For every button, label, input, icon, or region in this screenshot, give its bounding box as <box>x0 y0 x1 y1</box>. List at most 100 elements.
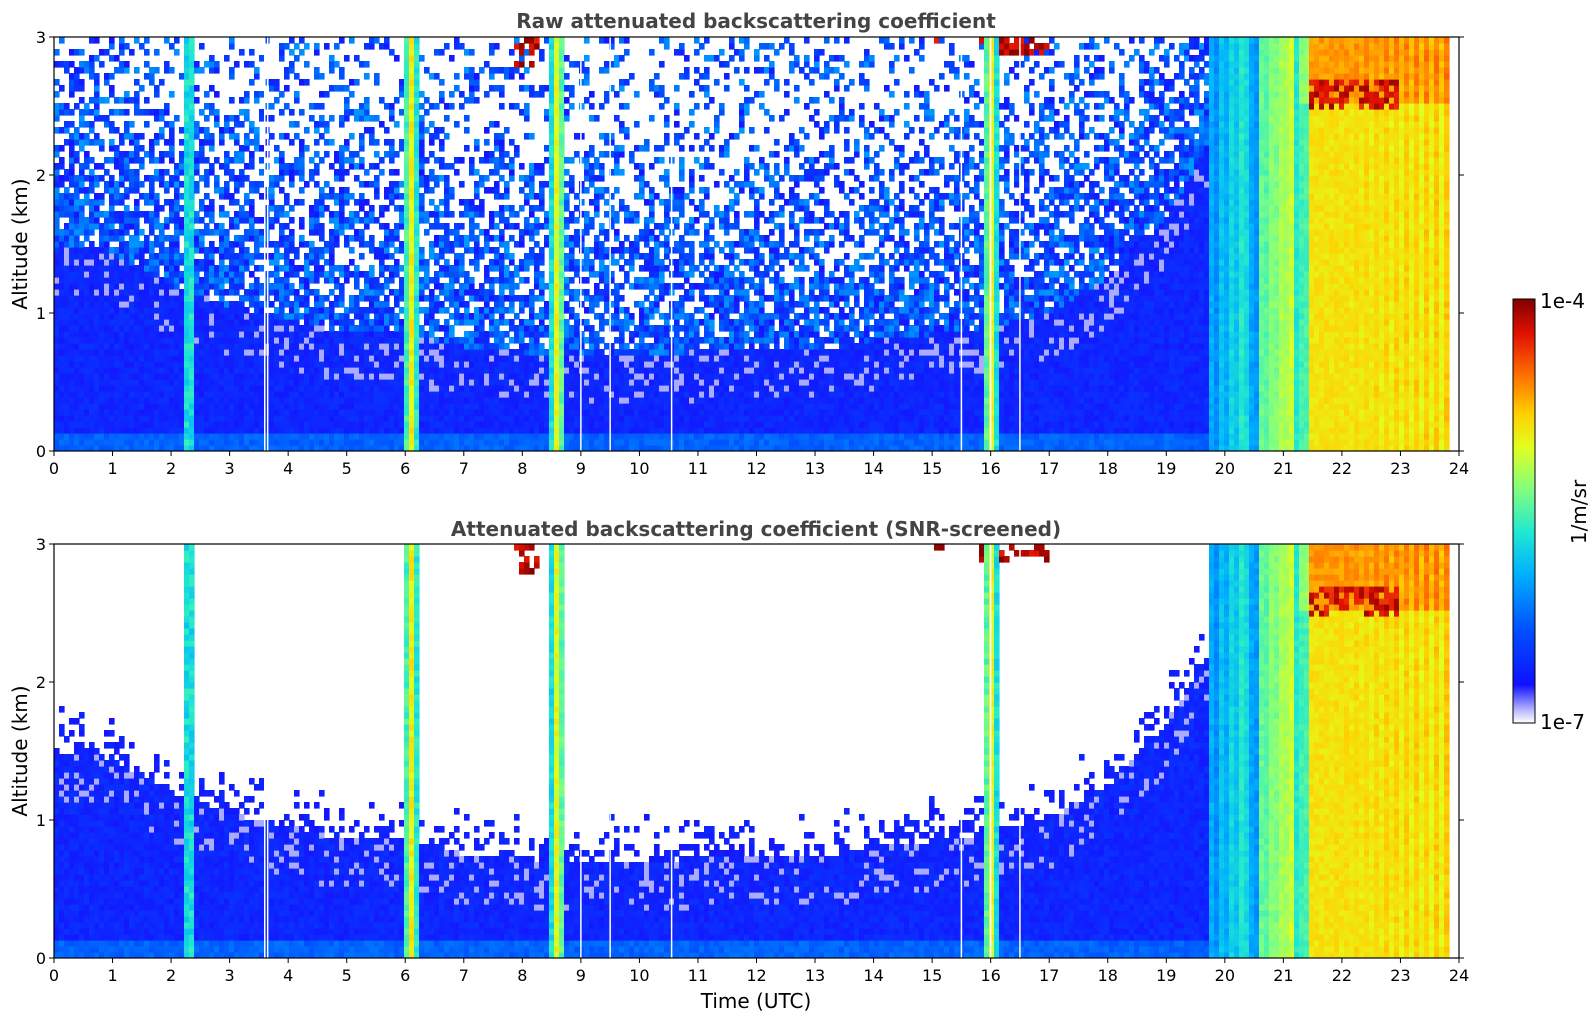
heatmap-cell <box>174 205 180 212</box>
heatmap-cell <box>374 379 380 386</box>
heatmap-cell <box>184 145 190 152</box>
heatmap-cell <box>199 373 205 380</box>
heatmap-cell <box>54 199 60 206</box>
heatmap-cell <box>389 235 395 242</box>
heatmap-cell <box>474 367 480 374</box>
heatmap-cell <box>94 307 100 314</box>
heatmap-cell <box>494 427 500 434</box>
heatmap-cell <box>414 235 420 242</box>
heatmap-cell <box>534 433 540 440</box>
heatmap-cell <box>539 385 545 392</box>
heatmap-cell <box>69 157 75 164</box>
heatmap-area <box>54 37 1450 451</box>
heatmap-cell <box>204 223 210 230</box>
heatmap-cell <box>169 181 175 188</box>
heatmap-cell <box>539 397 545 404</box>
heatmap-cell <box>124 217 130 224</box>
heatmap-cell <box>69 385 75 392</box>
heatmap-cell <box>244 331 250 338</box>
heatmap-cell <box>119 241 125 248</box>
heatmap-cell <box>509 319 515 326</box>
heatmap-cell <box>504 355 510 362</box>
heatmap-cell <box>259 109 265 116</box>
heatmap-cell <box>119 439 125 446</box>
heatmap-cell <box>174 259 180 266</box>
heatmap-cell <box>314 169 320 176</box>
heatmap-cell <box>274 271 280 278</box>
heatmap-cell <box>89 361 95 368</box>
heatmap-cell <box>539 277 545 284</box>
heatmap-cell <box>284 163 290 170</box>
heatmap-cell <box>494 43 500 50</box>
heatmap-cell <box>69 379 75 386</box>
heatmap-cell <box>169 175 175 182</box>
heatmap-cell <box>344 337 350 344</box>
heatmap-cell <box>469 97 475 104</box>
heatmap-cell <box>94 133 100 140</box>
heatmap-cell <box>224 115 230 122</box>
heatmap-cell <box>494 403 500 410</box>
heatmap-cell <box>214 415 220 422</box>
heatmap-cell <box>519 187 525 194</box>
heatmap-cell <box>134 211 140 218</box>
heatmap-cell <box>554 139 560 146</box>
heatmap-cell <box>199 289 205 296</box>
heatmap-cell <box>129 367 135 374</box>
heatmap-cell <box>409 73 415 80</box>
heatmap-cell <box>524 361 530 368</box>
heatmap-cell <box>409 223 415 230</box>
heatmap-cell <box>554 247 560 254</box>
heatmap-cell <box>169 433 175 440</box>
heatmap-cell <box>534 205 540 212</box>
heatmap-cell <box>514 211 520 218</box>
heatmap-cell <box>224 403 230 410</box>
heatmap-cell <box>194 427 200 434</box>
heatmap-cell <box>204 259 210 266</box>
heatmap-cell <box>269 181 275 188</box>
heatmap-cell <box>74 445 80 451</box>
heatmap-cell <box>249 157 255 164</box>
heatmap-cell <box>234 415 240 422</box>
heatmap-cell <box>159 127 165 134</box>
heatmap-cell <box>554 79 560 86</box>
heatmap-cell <box>519 85 525 92</box>
heatmap-cell <box>54 301 60 308</box>
heatmap-cell <box>254 97 260 104</box>
heatmap-cell <box>379 205 385 212</box>
heatmap-cell <box>164 271 170 278</box>
heatmap-cell <box>424 67 430 74</box>
heatmap-cell <box>554 157 560 164</box>
heatmap-cell <box>119 421 125 428</box>
heatmap-cell <box>54 325 60 332</box>
heatmap-cell <box>369 355 375 362</box>
heatmap-cell <box>299 349 305 356</box>
heatmap-cell <box>564 361 570 368</box>
heatmap-cell <box>314 403 320 410</box>
heatmap-cell <box>554 409 560 416</box>
heatmap-cell <box>229 127 235 134</box>
heatmap-cell <box>74 259 80 266</box>
heatmap-cell <box>514 325 520 332</box>
heatmap-cell <box>279 403 285 410</box>
heatmap-cell <box>339 391 345 398</box>
heatmap-cell <box>489 427 495 434</box>
heatmap-cell <box>289 247 295 254</box>
heatmap-cell <box>134 145 140 152</box>
heatmap-cell <box>164 199 170 206</box>
heatmap-cell <box>159 325 165 332</box>
heatmap-cell <box>439 385 445 392</box>
heatmap-cell <box>554 133 560 140</box>
heatmap-cell <box>54 445 60 451</box>
heatmap-cell <box>344 115 350 122</box>
heatmap-cell <box>79 175 85 182</box>
heatmap-cell <box>114 277 120 284</box>
heatmap-cell <box>354 277 360 284</box>
heatmap-cell <box>344 325 350 332</box>
heatmap-cell <box>419 163 425 170</box>
heatmap-cell <box>104 121 110 128</box>
heatmap-cell <box>189 187 195 194</box>
heatmap-cell <box>479 427 485 434</box>
heatmap-cell <box>519 319 525 326</box>
heatmap-cell <box>89 109 95 116</box>
heatmap-cell <box>69 253 75 260</box>
